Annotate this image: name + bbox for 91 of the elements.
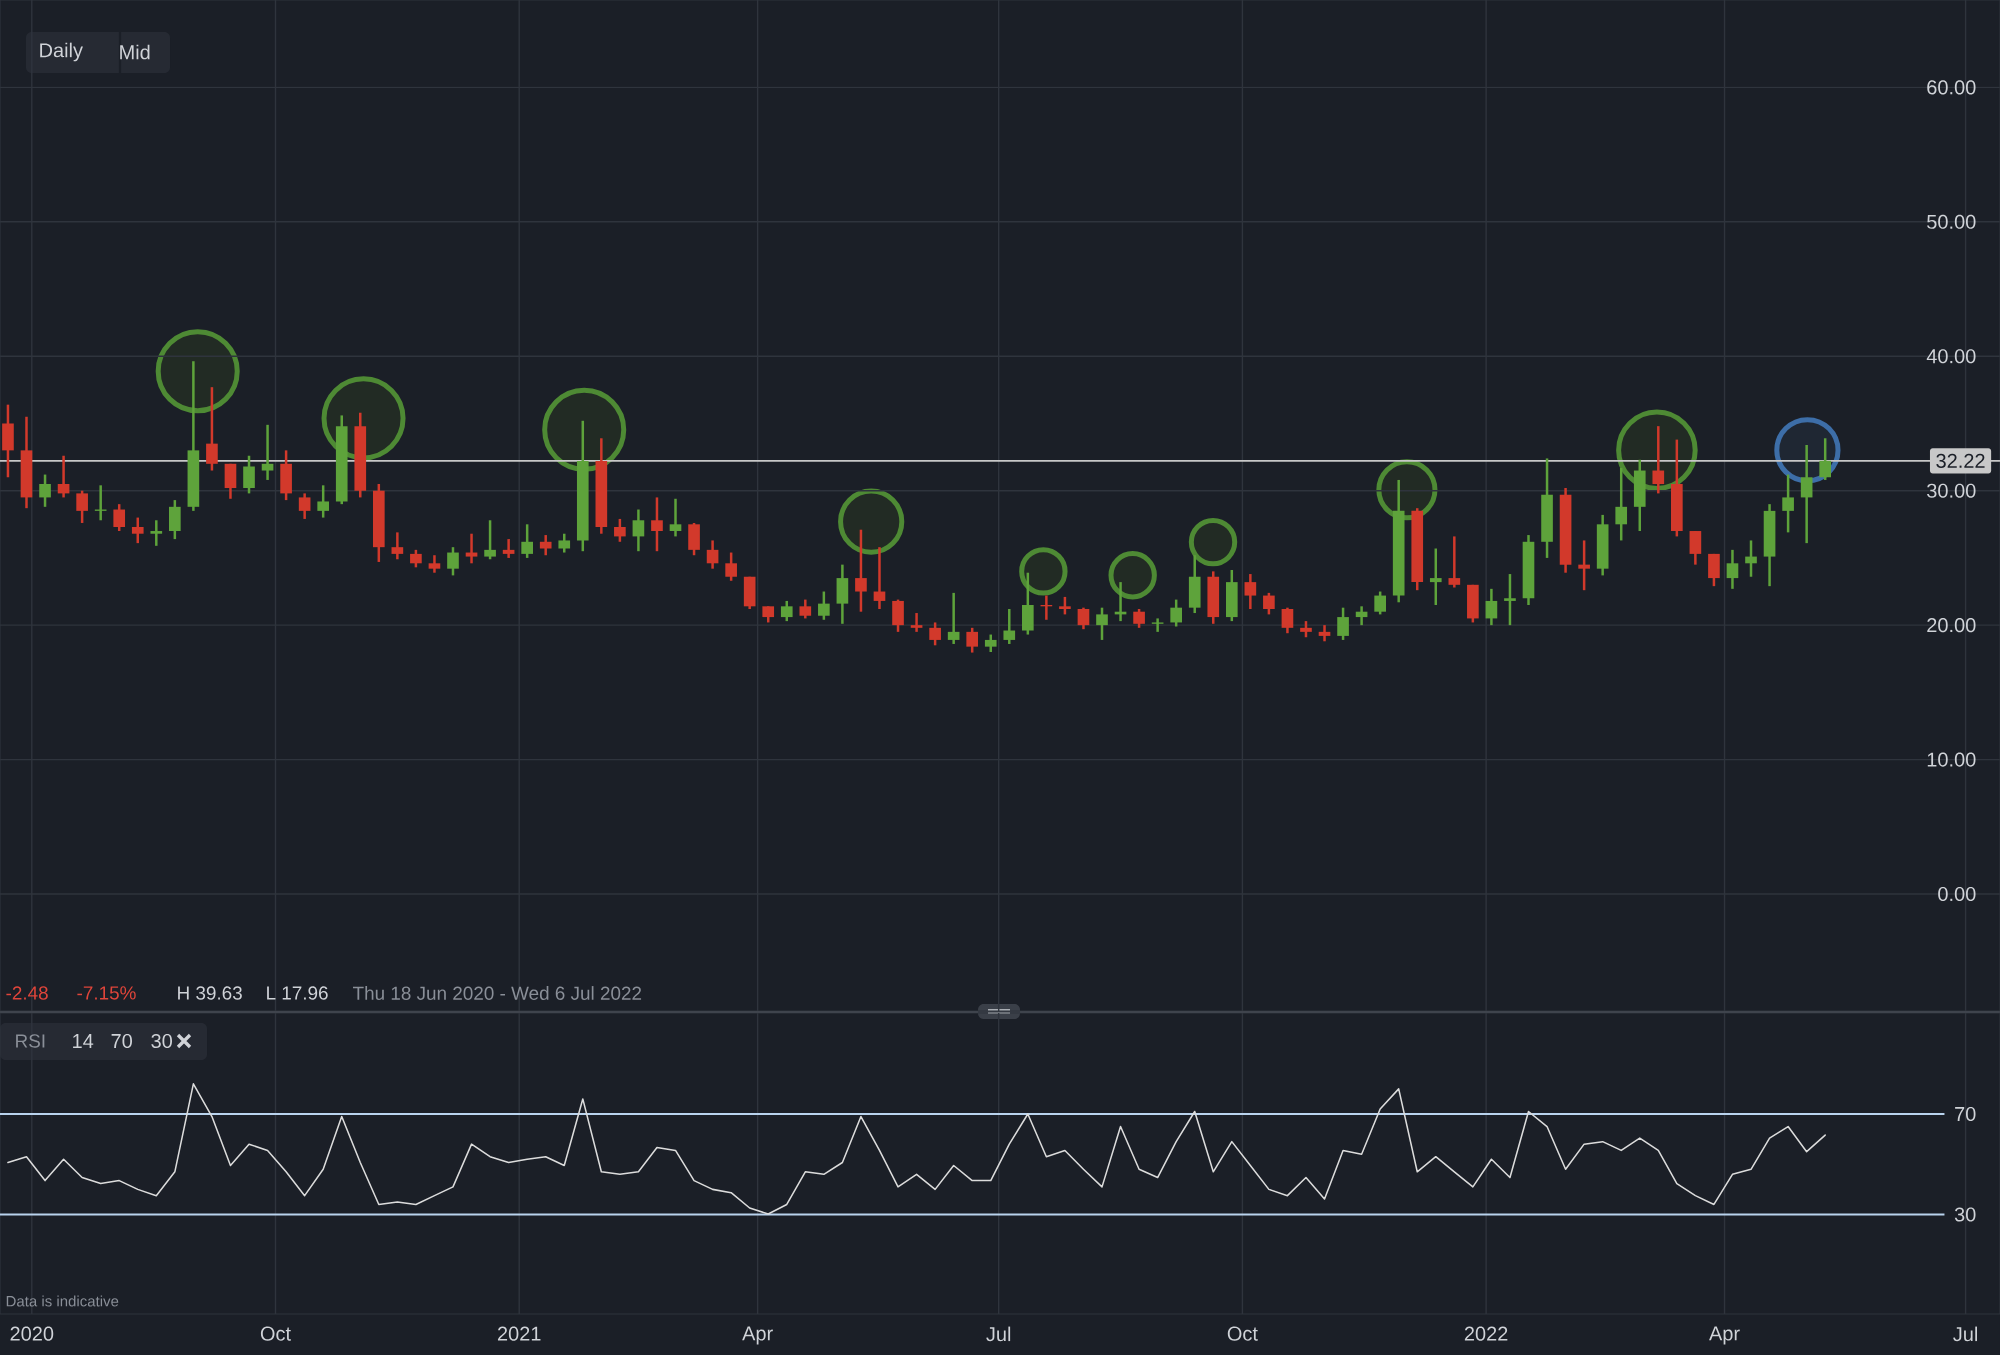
candlestick <box>206 385 218 472</box>
candlestick <box>1318 623 1331 643</box>
annotation: 14 <box>73 1034 94 1048</box>
candlestick <box>298 492 311 521</box>
x-tick-label: 2021 <box>497 1326 541 1341</box>
candlestick <box>502 537 515 560</box>
x-tick-label: Apr <box>742 1326 773 1345</box>
candlestick <box>1819 437 1832 482</box>
y-tick-label: 10.00 <box>1927 752 1976 767</box>
candlestick <box>539 533 552 557</box>
annotation: RSI <box>16 1034 45 1048</box>
candlestick <box>799 598 812 620</box>
candlestick <box>76 489 88 525</box>
candlestick <box>966 626 979 654</box>
y-tick-label: 40.00 <box>1926 349 1976 364</box>
candlestick <box>1689 529 1702 566</box>
candlestick <box>1800 443 1813 545</box>
y-tick-label: 60.00 <box>1927 80 1976 95</box>
candlestick <box>1726 548 1739 591</box>
candlestick <box>1504 572 1516 627</box>
candlestick <box>39 473 51 509</box>
candlestick <box>1151 617 1164 634</box>
candlestick <box>873 545 886 611</box>
annotation: -7.15% <box>77 986 136 1000</box>
candlestick <box>1170 598 1182 628</box>
candlestick <box>1337 606 1349 642</box>
candlestick <box>725 551 737 583</box>
annotation: Daily <box>40 42 83 62</box>
candlestick <box>465 532 478 565</box>
y-tick-label: 70 <box>1955 1106 1976 1122</box>
candlestick <box>1374 590 1386 616</box>
candlestick <box>1096 606 1108 642</box>
annotation: -2.48 <box>6 986 48 1000</box>
y-tick-label: 20.00 <box>1927 618 1976 633</box>
candlestick <box>484 519 496 561</box>
y-tick-label: 30 <box>1954 1207 1976 1222</box>
candlestick <box>669 497 682 538</box>
candlestick <box>614 517 626 544</box>
candlestick <box>57 454 70 499</box>
candlestick <box>1263 591 1275 616</box>
annotation: Data is indicative <box>6 1295 119 1307</box>
candlestick <box>317 484 330 519</box>
candlestick <box>910 611 923 634</box>
candlestick <box>855 528 867 613</box>
candlestick <box>150 519 163 548</box>
x-tick-label: Oct <box>1227 1326 1258 1341</box>
candlestick <box>1615 466 1628 542</box>
candlestick <box>818 590 830 622</box>
candlestick <box>1448 535 1461 589</box>
x-tick-label: Apr <box>1709 1326 1740 1345</box>
candlestick <box>947 591 960 646</box>
candlestick <box>558 532 571 554</box>
candlestick <box>1745 539 1757 578</box>
annotation: 30 <box>151 1033 173 1049</box>
candlestick <box>1652 424 1665 495</box>
candlestick <box>1003 607 1016 646</box>
candlestick <box>1578 539 1590 592</box>
line-series <box>7 1083 1826 1215</box>
candlestick <box>1133 607 1145 630</box>
y-tick-label: 0.00 <box>1938 886 1976 902</box>
candlestick <box>1782 473 1794 534</box>
candlestick <box>780 599 793 623</box>
candlestick <box>243 454 255 495</box>
candlestick <box>929 621 941 647</box>
candlestick <box>632 508 645 553</box>
y-tick-label: 50.00 <box>1927 214 1976 229</box>
candlestick <box>521 523 533 560</box>
x-tick-label: Jul <box>1953 1326 1978 1342</box>
candlestick <box>651 496 663 553</box>
candlestick <box>447 545 459 577</box>
annotation: Mid <box>120 44 150 60</box>
ref-line-label: 32.22 <box>1936 453 1985 468</box>
x-tick-label: 2020 <box>10 1326 54 1341</box>
x-tick-label: Jul <box>986 1326 1011 1342</box>
annotation: 70 <box>111 1033 133 1049</box>
candlestick <box>113 502 126 533</box>
candlestick <box>131 516 144 545</box>
x-tick-label: 2022 <box>1464 1326 1508 1341</box>
candlestick <box>1244 572 1257 611</box>
candlestick <box>261 423 274 482</box>
annotation: L 17.96 <box>267 986 328 1000</box>
candlestick <box>706 539 719 570</box>
candlestick <box>1485 587 1498 627</box>
candlestick <box>1281 606 1294 635</box>
y-tick-label: 30.00 <box>1927 483 1976 498</box>
candlestick <box>391 531 404 561</box>
x-tick-label: Oct <box>260 1326 291 1341</box>
annotation: H 39.63 <box>178 986 242 1000</box>
annotation: Thu 18 Jun 2020 - Wed 6 Jul 2022 <box>353 986 642 1000</box>
candlestick <box>1077 606 1090 631</box>
candlestick <box>1429 547 1442 607</box>
